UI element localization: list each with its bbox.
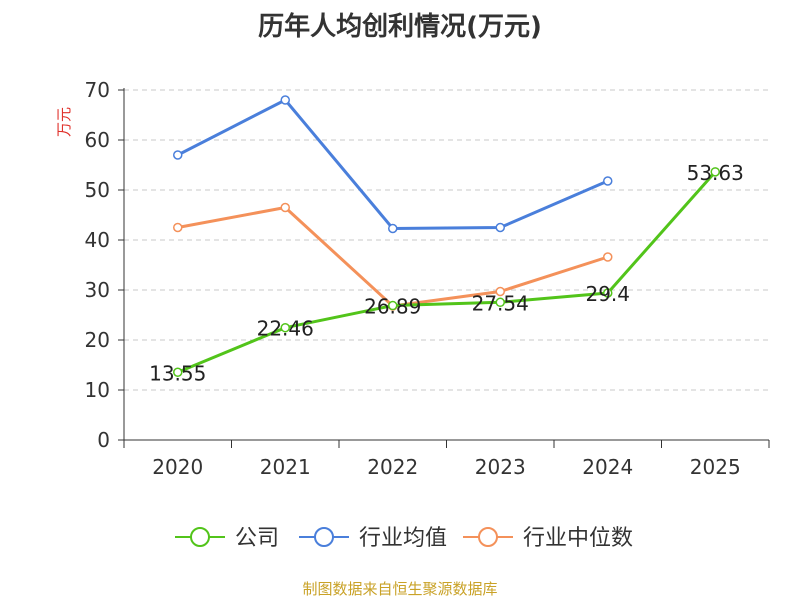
x-tick-label: 2021 — [260, 455, 311, 479]
series-line-0 — [177, 170, 717, 374]
axes: 0 10 20 30 40 50 60 70 2020 2021 2022 2023 2024 2025 万… — [55, 78, 770, 479]
data-point — [710, 167, 720, 177]
data-point — [603, 176, 613, 186]
y-tick-label: 70 — [85, 78, 110, 102]
series-line-2 — [177, 206, 609, 308]
data-label: 22.46 — [257, 317, 314, 341]
data-point — [495, 222, 505, 233]
data-point — [280, 322, 290, 333]
data-point — [495, 297, 505, 308]
legend-marker — [314, 527, 334, 547]
footer-source: 制图数据来自恒生聚源数据库 — [302, 580, 498, 598]
series-line-1 — [177, 98, 609, 230]
legend-label: 公司 — [235, 526, 279, 551]
data-label: 26.89 — [364, 295, 421, 319]
data-label: 27.54 — [472, 291, 529, 315]
legend[interactable]: 公司 行业均值 行业中位数 — [175, 526, 633, 551]
x-tick-label: 2024 — [582, 455, 633, 479]
y-tick-label: 0 — [97, 428, 110, 452]
data-point — [280, 202, 290, 213]
data-point — [603, 288, 613, 298]
gridlines — [124, 89, 769, 391]
x-tick-label: 2022 — [367, 455, 418, 479]
y-tick-label: 50 — [85, 178, 110, 202]
data-point — [603, 252, 613, 262]
data-point — [173, 367, 183, 377]
data-labels: 13.55 22.46 26.89 27.54 29.4 53.63 — [149, 161, 744, 385]
y-tick-label: 10 — [85, 378, 110, 402]
data-point — [388, 300, 398, 311]
data-point — [173, 150, 183, 160]
y-tick-label: 30 — [85, 278, 110, 302]
y-tick-label: 40 — [85, 228, 110, 252]
legend-item-1[interactable]: 行业均值 — [299, 526, 447, 551]
x-tick-label: 2025 — [690, 455, 741, 479]
data-point — [495, 286, 505, 297]
y-tick-label: 60 — [85, 128, 110, 152]
data-point — [280, 95, 290, 105]
legend-item-2[interactable]: 行业中位数 — [463, 526, 633, 551]
data-point — [173, 222, 183, 233]
legend-label: 行业均值 — [359, 526, 447, 551]
legend-label: 行业中位数 — [523, 526, 633, 551]
y-axis-label: 万元 — [55, 107, 73, 137]
data-label: 53.63 — [687, 161, 744, 185]
data-label: 13.55 — [149, 361, 206, 385]
data-label: 29.4 — [585, 282, 630, 306]
legend-item-0[interactable]: 公司 — [175, 526, 279, 551]
legend-marker — [190, 527, 210, 547]
x-tick-label: 2023 — [475, 455, 526, 479]
x-tick-label: 2020 — [152, 455, 203, 479]
data-point — [388, 223, 398, 234]
chart-title: 历年人均创利情况(万元) — [258, 12, 542, 42]
legend-marker — [478, 527, 498, 547]
y-tick-label: 20 — [85, 328, 110, 352]
series-lines — [173, 95, 720, 377]
